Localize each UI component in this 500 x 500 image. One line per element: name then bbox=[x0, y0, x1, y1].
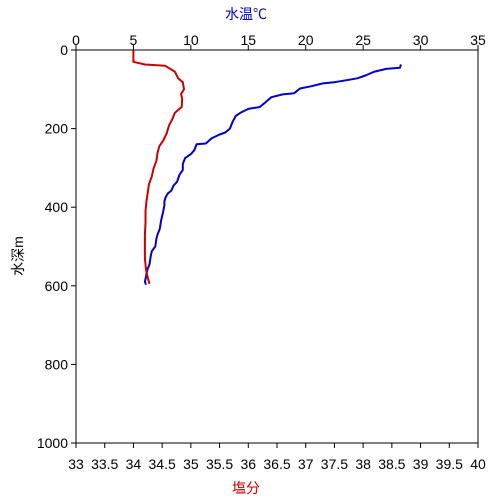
plot-area-frame bbox=[75, 49, 479, 444]
temperature-tick-label: 35 bbox=[470, 32, 486, 48]
depth-tick-label: 200 bbox=[45, 121, 69, 137]
salinity-tick-label: 36 bbox=[240, 456, 256, 472]
salinity-tick-label: 38.5 bbox=[378, 456, 405, 472]
temperature-tick-label: 20 bbox=[298, 32, 314, 48]
salinity-tick-label: 38 bbox=[355, 456, 371, 472]
salinity-tick-label: 34 bbox=[126, 456, 142, 472]
salinity-tick-label: 33.5 bbox=[91, 456, 118, 472]
bottom-axis-title: 塩分 bbox=[232, 480, 260, 496]
top-axis-title: 水温℃ bbox=[225, 6, 267, 22]
depth-tick-label: 800 bbox=[45, 356, 69, 372]
left-axis-title: 水深m bbox=[10, 236, 26, 276]
salinity-tick-label: 39 bbox=[413, 456, 429, 472]
axis-ticks bbox=[71, 45, 479, 448]
depth-tick-label: 1000 bbox=[37, 435, 68, 451]
depth-tick-label: 600 bbox=[45, 278, 69, 294]
salinity-tick-label: 34.5 bbox=[149, 456, 176, 472]
salinity-tick-label: 35 bbox=[183, 456, 199, 472]
salinity-tick-label: 33 bbox=[68, 456, 84, 472]
series-layer bbox=[132, 50, 402, 286]
temperature-tick-label: 25 bbox=[355, 32, 371, 48]
salinity-tick-label: 35.5 bbox=[206, 456, 233, 472]
depth-tick-label: 400 bbox=[45, 199, 69, 215]
temperature-tick-label: 10 bbox=[183, 32, 199, 48]
tick-labels: 0 5 10 15 20 25 30 35 33 33.5 34 34.5 35 35.5 36 36.5 37… bbox=[37, 32, 486, 472]
salinity-tick-label: 39.5 bbox=[436, 456, 463, 472]
temperature-tick-label: 5 bbox=[130, 32, 138, 48]
salinity-profile-line bbox=[132, 50, 185, 285]
depth-tick-label: 0 bbox=[60, 42, 68, 58]
salinity-tick-label: 37 bbox=[298, 456, 314, 472]
salinity-tick-label: 40 bbox=[470, 456, 486, 472]
temperature-profile-line bbox=[143, 64, 402, 286]
temperature-tick-label: 0 bbox=[72, 32, 80, 48]
salinity-tick-label: 37.5 bbox=[321, 456, 348, 472]
temperature-tick-label: 30 bbox=[413, 32, 429, 48]
salinity-tick-label: 36.5 bbox=[263, 456, 290, 472]
temperature-tick-label: 15 bbox=[240, 32, 256, 48]
